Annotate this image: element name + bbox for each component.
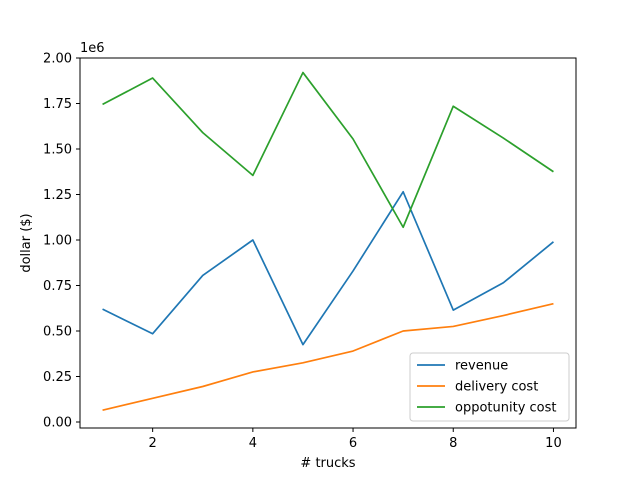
y-axis-label: dollar ($) [19,213,34,272]
y-tick-label: 1.50 [43,142,72,157]
ticks: 2 4 6 8 10 0.00 0.25 0.50 0.75 1.00 1.25 1.50 1.75 2.… [43,52,562,452]
legend-box [409,352,570,422]
y-tick-label: 1.75 [43,97,72,112]
y-tick-label: 0.50 [43,324,72,339]
y-tick-label: 1.25 [43,188,72,203]
y-tick-label: 1.00 [43,233,72,248]
y-offset-label: 1e6 [80,41,105,56]
x-tick-label: 8 [449,436,457,451]
series-line-2 [102,71,554,229]
x-tick-label: 2 [149,436,157,451]
y-tick-label: 0.00 [43,415,72,430]
y-tick-label: 0.25 [43,370,72,385]
series-line-1 [102,302,554,411]
legend-entry-1: delivery cost [455,380,538,395]
x-tick-label: 10 [545,436,562,451]
x-tick-label: 6 [349,436,357,451]
x-tick-label: 4 [249,436,257,451]
legend: revenue delivery cost oppotunity cost [409,352,570,422]
x-axis-label: # trucks [300,456,355,471]
axes-frame [79,57,577,429]
legend-entry-2: oppotunity cost [455,401,557,416]
y-tick-label: 0.75 [43,279,72,294]
plot-area [102,71,554,411]
y-tick-label: 2.00 [43,52,72,67]
legend-entry-0: revenue [455,359,508,374]
series-line-0 [102,190,554,346]
